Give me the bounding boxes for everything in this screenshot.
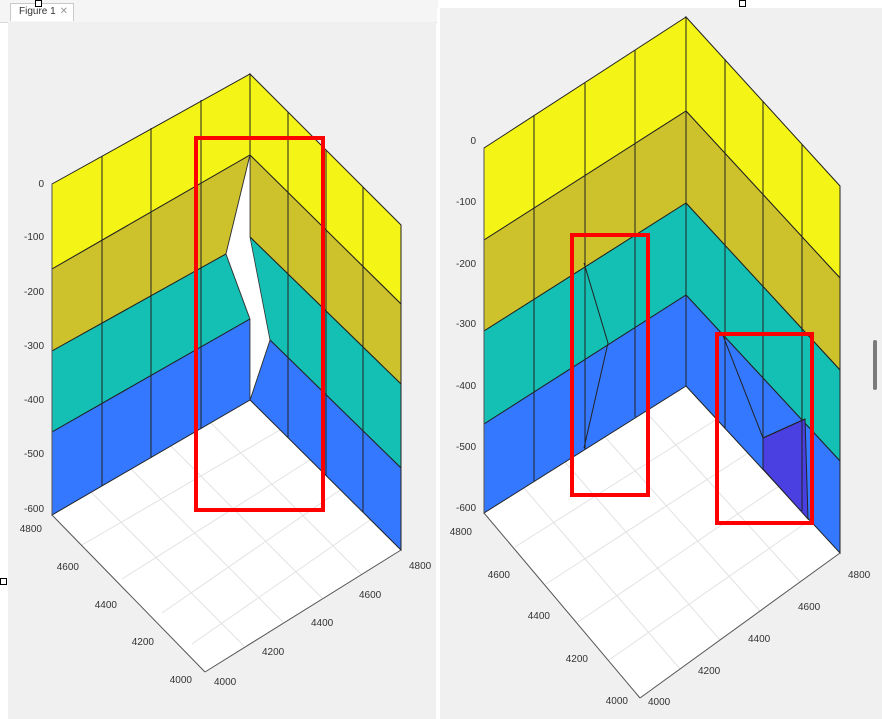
y-tick: 4000	[606, 696, 629, 707]
z-tick: -600	[24, 504, 44, 515]
y-tick: 4400	[95, 600, 118, 611]
y-tick: 4000	[170, 675, 193, 686]
y-tick: 4200	[566, 654, 589, 665]
z-tick: 0	[38, 179, 44, 190]
z-tick: -500	[24, 449, 44, 460]
x-tick: 4400	[748, 634, 771, 645]
x-tick: 4800	[848, 570, 871, 581]
z-tick: -500	[456, 442, 476, 453]
axes	[483, 148, 841, 699]
vertical-scrollbar-thumb[interactable]	[873, 340, 877, 390]
resize-handle-top-right[interactable]	[739, 0, 746, 7]
right-3d-plot[interactable]: 0 -100 -200 -300 -400 -500 -600 4800 460…	[440, 8, 882, 719]
right-figure-panel: 0 -100 -200 -300 -400 -500 -600 4800 460…	[440, 8, 882, 719]
z-tick: -100	[24, 232, 44, 243]
y-tick: 4200	[132, 637, 155, 648]
z-tick: 0	[470, 136, 476, 147]
z-tick: -200	[456, 259, 476, 270]
panel-divider	[437, 8, 440, 719]
z-axis-ticks-right: 0 -100 -200 -300 -400 -500 -600	[456, 136, 476, 514]
fault-gap	[225, 154, 271, 401]
z-tick: -600	[456, 503, 476, 514]
y-tick: 4600	[488, 570, 511, 581]
z-axis-ticks-left: 0 -100 -200 -300 -400 -500 -600	[24, 179, 44, 515]
x-tick: 4200	[262, 647, 285, 658]
resize-handle-top-left[interactable]	[35, 0, 42, 7]
z-tick: -200	[24, 287, 44, 298]
x-axis-ticks-right: 4000 4200 4400 4600 4800	[648, 570, 871, 708]
x-tick: 4000	[214, 677, 237, 688]
x-tick: 4600	[798, 602, 821, 613]
highlight-box-right	[715, 332, 814, 525]
figure-tab-bar: Figure 1 ✕	[0, 0, 438, 23]
left-figure-panel: 0 -100 -200 -300 -400 -500 -600 4800 460…	[8, 22, 436, 719]
fault-lines-left	[583, 262, 609, 449]
highlight-box-left	[570, 233, 650, 497]
tab-figure-1[interactable]: Figure 1 ✕	[10, 3, 74, 21]
y-tick: 4800	[20, 524, 43, 535]
x-tick: 4600	[359, 590, 382, 601]
tab-label: Figure 1	[19, 6, 56, 17]
z-tick: -300	[24, 341, 44, 352]
x-tick: 4200	[698, 666, 721, 677]
x-tick: 4400	[311, 618, 334, 629]
resize-handle-left[interactable]	[0, 578, 7, 585]
axes	[51, 184, 402, 673]
x-tick: 4800	[409, 561, 432, 572]
x-tick: 4000	[648, 697, 671, 708]
y-tick: 4600	[57, 562, 80, 573]
left-3d-plot[interactable]: 0 -100 -200 -300 -400 -500 -600 4800 460…	[8, 22, 436, 719]
y-axis-ticks-right: 4800 4600 4400 4200 4000	[450, 527, 629, 707]
y-tick: 4800	[450, 527, 473, 538]
y-axis-ticks-left: 4800 4600 4400 4200 4000	[20, 524, 193, 686]
z-tick: -400	[24, 395, 44, 406]
z-tick: -300	[456, 319, 476, 330]
x-axis-ticks-left: 4000 4200 4400 4600 4800	[214, 561, 432, 688]
floor-grid	[514, 411, 811, 670]
highlight-box	[194, 136, 325, 512]
z-tick: -400	[456, 381, 476, 392]
z-tick: -100	[456, 197, 476, 208]
y-tick: 4400	[528, 611, 551, 622]
wall-grid-lines	[533, 50, 803, 511]
wall-grid-lines	[101, 100, 364, 512]
close-icon[interactable]: ✕	[59, 6, 68, 17]
